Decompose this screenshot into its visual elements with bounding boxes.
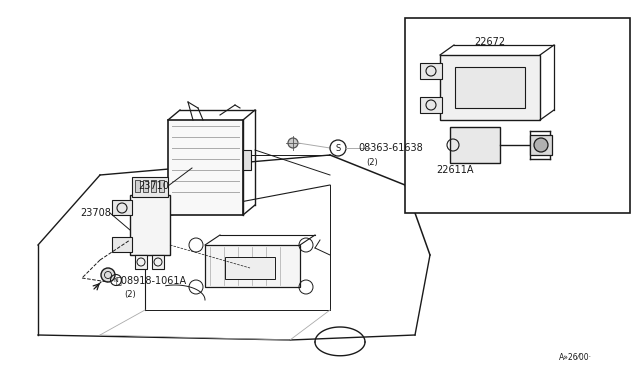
Text: 22672: 22672 bbox=[474, 37, 506, 47]
Text: A»26⁄00·: A»26⁄00· bbox=[559, 353, 591, 362]
Bar bbox=[420, 97, 442, 113]
Bar bbox=[450, 127, 500, 163]
Bar bbox=[143, 180, 148, 192]
Text: 23710: 23710 bbox=[138, 181, 169, 191]
Bar bbox=[405, 18, 630, 213]
Bar bbox=[151, 180, 156, 192]
Text: 22611A: 22611A bbox=[436, 165, 474, 175]
Bar bbox=[420, 63, 442, 79]
Bar bbox=[530, 135, 552, 155]
Bar bbox=[135, 255, 147, 269]
Text: 23708: 23708 bbox=[80, 208, 111, 218]
Bar bbox=[112, 237, 132, 252]
Bar bbox=[159, 180, 164, 192]
Bar bbox=[205, 245, 300, 287]
Text: 08363-61638: 08363-61638 bbox=[358, 143, 423, 153]
Bar bbox=[168, 120, 243, 215]
Text: (2): (2) bbox=[366, 157, 378, 167]
Bar bbox=[152, 255, 164, 269]
Text: S: S bbox=[335, 144, 340, 153]
Text: (2): (2) bbox=[124, 289, 136, 298]
Text: N: N bbox=[114, 278, 118, 282]
Bar bbox=[243, 150, 251, 170]
Bar bbox=[440, 55, 540, 120]
Circle shape bbox=[288, 138, 298, 148]
Circle shape bbox=[534, 138, 548, 152]
Bar bbox=[455, 67, 525, 108]
Bar bbox=[132, 177, 168, 197]
Bar bbox=[112, 200, 132, 215]
Text: ⓝ08918-1061A: ⓝ08918-1061A bbox=[116, 275, 187, 285]
Bar bbox=[225, 257, 275, 279]
Circle shape bbox=[101, 268, 115, 282]
Bar bbox=[135, 180, 140, 192]
Bar bbox=[130, 195, 170, 255]
